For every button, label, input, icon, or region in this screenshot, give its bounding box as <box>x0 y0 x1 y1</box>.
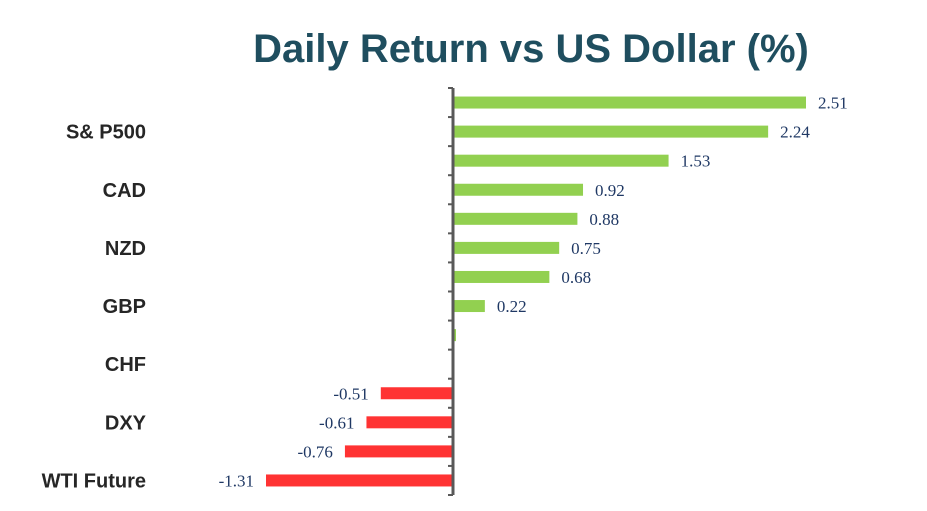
category-label: CHF <box>105 354 146 376</box>
data-label: 1.53 <box>681 152 711 171</box>
bar <box>454 125 769 138</box>
plot-area: 2.51 2.24 S& P500 1.53 0.92 CAD 0.88 0.75 NZD 0.6… <box>42 87 848 496</box>
category-label: GBP <box>103 296 146 318</box>
bar <box>454 212 578 225</box>
category-label: NZD <box>105 238 146 260</box>
category-label: CAD <box>103 180 146 202</box>
data-label: -0.61 <box>319 413 354 432</box>
category-label: WTI Future <box>42 470 146 492</box>
bar <box>454 241 560 254</box>
data-label: 2.51 <box>818 94 848 113</box>
category-label: DXY <box>105 412 147 434</box>
data-label: 0.75 <box>571 239 601 258</box>
bar <box>454 96 806 109</box>
data-label: -0.51 <box>333 384 368 403</box>
data-label: 0.22 <box>497 297 527 316</box>
data-label: 0.68 <box>561 268 591 287</box>
data-label: -0.76 <box>298 442 333 461</box>
bar <box>380 387 454 400</box>
bar <box>366 416 454 429</box>
data-label: 2.24 <box>780 123 810 142</box>
chart-title: Daily Return vs US Dollar (%) <box>253 27 809 71</box>
bar <box>344 445 454 458</box>
data-label: 0.88 <box>589 210 619 229</box>
data-label: 0.92 <box>595 181 625 200</box>
bar <box>454 183 584 196</box>
data-label: -1.31 <box>219 471 254 490</box>
bar <box>454 329 456 342</box>
bar <box>454 154 669 167</box>
bar <box>454 300 485 313</box>
category-label: S& P500 <box>66 122 146 144</box>
bar <box>266 474 454 487</box>
bar <box>454 270 550 283</box>
